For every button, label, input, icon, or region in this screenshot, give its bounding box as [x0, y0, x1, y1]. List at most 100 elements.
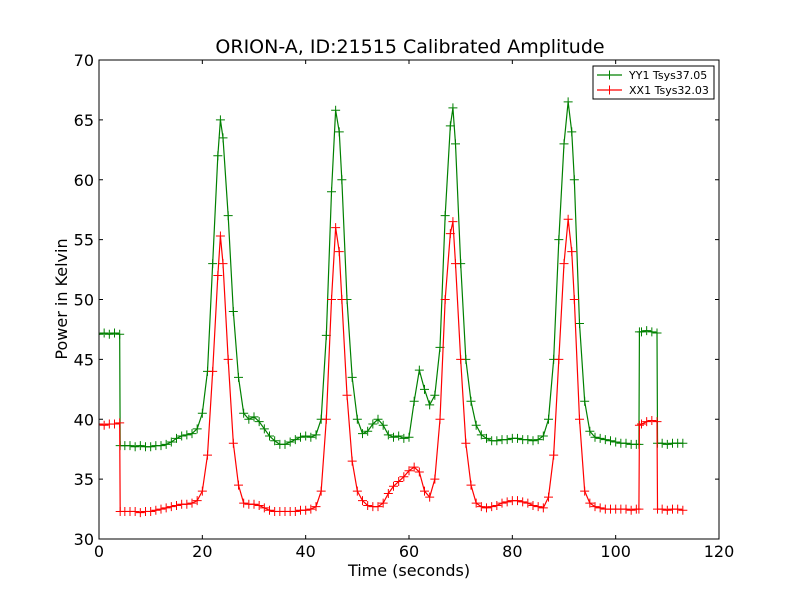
- data-point-marker: [342, 390, 352, 400]
- data-point-marker: [285, 437, 295, 447]
- data-point-marker: [657, 438, 667, 448]
- data-point-marker: [657, 504, 667, 514]
- data-point-marker: [634, 504, 644, 514]
- data-point-marker: [244, 414, 254, 424]
- y-tick-label: 60: [74, 171, 94, 190]
- data-point-marker: [327, 295, 336, 304]
- data-point-marker: [259, 424, 269, 434]
- data-point-marker: [99, 420, 109, 430]
- data-point-marker: [151, 505, 161, 515]
- series-line-2: [99, 219, 683, 514]
- data-point-marker: [115, 418, 125, 428]
- data-point-marker: [187, 429, 197, 439]
- data-point-marker: [280, 439, 290, 449]
- data-point-marker: [409, 462, 419, 472]
- data-point-marker: [156, 504, 166, 514]
- data-point-marker: [172, 500, 181, 510]
- data-point-marker: [466, 480, 476, 490]
- data-point-marker: [461, 438, 471, 448]
- data-point-marker: [430, 390, 440, 400]
- data-point-marker: [363, 500, 373, 510]
- data-point-marker: [218, 259, 228, 269]
- data-point-marker: [626, 505, 636, 515]
- data-point-marker: [575, 414, 584, 424]
- data-point-marker: [334, 127, 344, 137]
- data-point-marker: [301, 505, 311, 515]
- data-point-marker: [673, 504, 683, 514]
- series-layer: [99, 97, 688, 518]
- data-point-marker: [563, 214, 573, 224]
- data-point-marker: [533, 502, 543, 512]
- data-point-marker: [476, 430, 486, 440]
- data-point-marker: [394, 431, 404, 441]
- data-point-marker: [678, 438, 688, 448]
- data-point-marker: [99, 329, 104, 339]
- data-point-marker: [215, 231, 225, 241]
- data-point-marker: [192, 424, 202, 434]
- data-point-marker: [146, 442, 156, 452]
- data-point-marker: [337, 175, 347, 185]
- data-point-marker: [554, 354, 564, 364]
- y-tick-label: 70: [74, 51, 94, 70]
- data-point-marker: [99, 419, 104, 429]
- data-point-marker: [182, 430, 192, 440]
- data-point-marker: [544, 492, 553, 502]
- y-tick-label: 50: [74, 291, 94, 310]
- data-point-marker: [600, 435, 610, 445]
- data-point-marker: [321, 414, 331, 424]
- data-point-marker: [177, 431, 187, 441]
- data-point-marker: [378, 498, 388, 508]
- data-point-marker: [621, 438, 631, 448]
- data-point-marker: [647, 327, 657, 337]
- data-point-marker: [567, 127, 577, 137]
- data-point-marker: [358, 429, 367, 439]
- data-point-marker: [378, 420, 388, 430]
- data-point-marker: [652, 417, 662, 427]
- data-point-marker: [321, 330, 331, 340]
- data-point-marker: [563, 97, 573, 107]
- data-point-marker: [161, 439, 171, 449]
- data-point-marker: [492, 500, 502, 510]
- data-point-marker: [652, 328, 662, 338]
- data-point-marker: [445, 121, 455, 131]
- data-point-marker: [234, 480, 243, 490]
- data-point-marker: [549, 450, 559, 460]
- data-point-marker: [270, 436, 280, 446]
- data-point-marker: [451, 259, 460, 269]
- data-point-marker: [399, 433, 409, 443]
- data-point-marker: [301, 431, 311, 441]
- data-point-marker: [228, 438, 238, 448]
- legend-label-1: YY1 Tsys37.05: [628, 69, 707, 82]
- data-point-marker: [290, 435, 300, 445]
- data-point-marker: [420, 486, 429, 496]
- data-point-marker: [156, 441, 166, 451]
- ticks-layer: 0 20 40 60 80 100 120 30 35 40 45 50 55 60 65 70: [74, 51, 735, 561]
- data-point-marker: [234, 372, 243, 382]
- data-point-marker: [135, 441, 145, 451]
- data-point-marker: [448, 103, 458, 113]
- legend-marker-2: [605, 85, 614, 95]
- data-point-marker: [678, 505, 688, 515]
- data-point-marker: [544, 414, 553, 424]
- data-point-marker: [482, 503, 491, 513]
- data-point-marker: [513, 433, 522, 443]
- data-point-marker: [559, 139, 569, 149]
- data-point-marker: [208, 259, 218, 269]
- data-point-marker: [290, 506, 300, 516]
- data-point-marker: [502, 497, 512, 507]
- y-tick-label: 35: [74, 470, 94, 489]
- data-point-marker: [130, 442, 140, 452]
- data-point-marker: [228, 306, 238, 316]
- data-point-marker: [595, 503, 605, 513]
- data-point-marker: [595, 433, 605, 443]
- data-point-marker: [306, 504, 316, 514]
- data-point-marker: [642, 326, 652, 336]
- data-point-marker: [331, 223, 341, 233]
- data-point-marker: [182, 499, 192, 509]
- data-point-marker: [347, 456, 357, 466]
- data-point-marker: [456, 354, 466, 364]
- data-point-marker: [585, 426, 595, 436]
- data-point-marker: [466, 396, 476, 406]
- data-point-marker: [399, 472, 409, 482]
